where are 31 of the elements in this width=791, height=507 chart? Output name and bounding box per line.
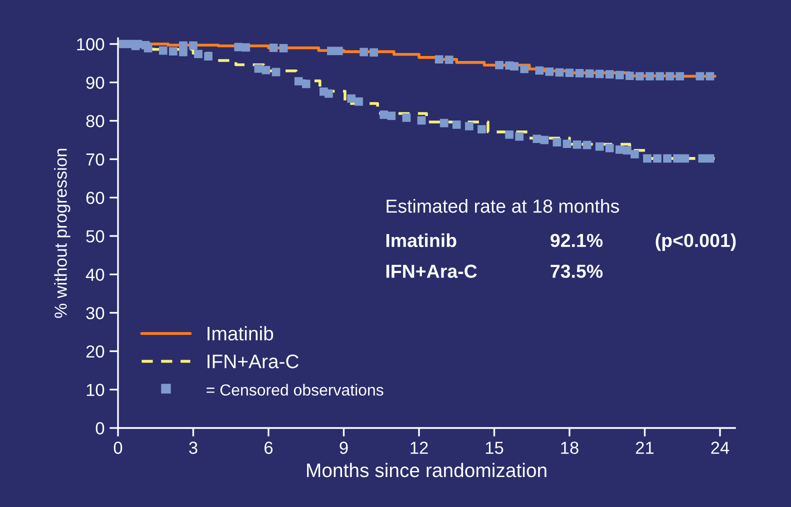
legend-label: Imatinib <box>208 326 274 340</box>
x-tick-label: 21 <box>636 442 654 454</box>
legend-label: = Censored observations <box>206 384 384 396</box>
y-tick-label: 40 <box>86 268 104 281</box>
y-tick-label: 20 <box>86 345 104 358</box>
x-tick-label: 24 <box>711 442 730 454</box>
annotation: 92.1% <box>550 234 603 248</box>
y-tick-label: 0 <box>96 422 104 434</box>
annotation: Estimated rate at 18 months <box>386 199 619 213</box>
annotation: Imatinib <box>386 233 456 248</box>
y-tick-label: 30 <box>86 306 104 320</box>
x-tick-label: 0 <box>114 442 122 454</box>
x-tick-label: 6 <box>264 442 273 454</box>
y-tick-label: 50 <box>86 230 104 242</box>
y-tick-label: 90 <box>86 76 104 89</box>
y-tick-label: 70 <box>86 153 104 166</box>
x-tick-label: 15 <box>486 442 504 454</box>
x-axis-title: Months since randomization <box>307 462 546 478</box>
x-tick-label: 9 <box>340 442 348 454</box>
x-tick-label: 12 <box>410 442 428 454</box>
x-tick-label: 18 <box>561 442 578 454</box>
annotation: 73.5% <box>550 264 603 278</box>
annotation: IFN+Ara-C <box>386 264 477 278</box>
x-tick-label: 3 <box>189 442 198 454</box>
annotation: (p<0.001) <box>656 233 736 251</box>
y-tick-label: 10 <box>86 384 104 396</box>
legend-label: IFN+Ara-C <box>208 354 299 368</box>
y-tick-label: 80 <box>86 114 104 128</box>
y-tick-label: 60 <box>86 192 104 204</box>
y-axis-title: % without progression <box>54 148 70 318</box>
y-tick-label: 100 <box>77 38 104 50</box>
